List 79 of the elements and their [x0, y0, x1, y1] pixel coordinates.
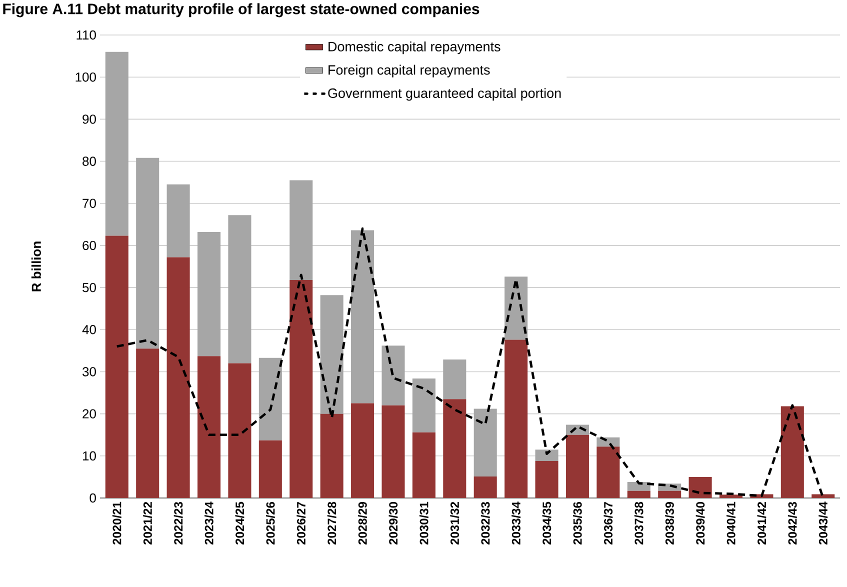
bar	[780, 406, 804, 498]
bar	[535, 450, 558, 461]
y-tick-label: 80	[82, 156, 96, 166]
bar	[290, 280, 313, 498]
y-tick-label: 70	[82, 198, 96, 208]
x-tick-label: 2030/31	[419, 502, 428, 544]
x-tick-label: 2036/37	[604, 502, 613, 544]
bar	[627, 482, 650, 491]
bar	[228, 215, 252, 364]
bar	[474, 476, 497, 498]
y-axis-title: R billion	[31, 242, 41, 292]
legend-label: Government guaranteed capital portion	[328, 88, 561, 101]
x-tick-label: 2023/24	[204, 502, 214, 544]
bar	[166, 184, 190, 258]
y-tick-label: 0	[90, 493, 96, 503]
bar	[228, 363, 252, 498]
bar	[812, 494, 835, 498]
x-tick-label: 2027/28	[327, 502, 336, 544]
bar	[627, 490, 650, 498]
bar	[535, 460, 558, 498]
bar	[320, 414, 344, 498]
bar	[443, 360, 466, 400]
y-tick-label: 30	[82, 367, 96, 376]
bar	[688, 476, 712, 498]
y-tick-label: 50	[82, 282, 96, 292]
bar	[658, 490, 682, 498]
bar	[258, 440, 282, 498]
x-tick-label: 2033/34	[512, 502, 521, 544]
x-tick-label: 2041/42	[757, 502, 766, 544]
chart-title: Figure A.11 Debt maturity profile of largest state-owned companies	[3, 3, 480, 18]
bar	[290, 180, 313, 280]
bar	[351, 230, 374, 404]
line-series	[116, 227, 824, 498]
x-tick-label: 2038/39	[665, 502, 674, 544]
x-tick-label: 2029/30	[388, 502, 398, 544]
legend-label: Domestic capital repayments	[328, 42, 500, 54]
x-tick-label: 2021/22	[143, 502, 152, 544]
bar	[320, 295, 344, 414]
x-tick-label: 2040/41	[726, 502, 736, 544]
x-tick-label: 2025/26	[266, 502, 275, 544]
y-tick-label: 20	[82, 409, 96, 418]
bar	[504, 340, 528, 498]
x-tick-label: 2032/33	[480, 502, 490, 544]
x-tick-label: 2031/32	[450, 502, 460, 544]
bar	[105, 52, 128, 236]
bar	[443, 399, 466, 498]
x-tick-label: 2034/35	[542, 502, 552, 544]
y-tick-label: 90	[82, 114, 96, 124]
legend-label: Foreign capital repayments	[328, 64, 490, 78]
bar	[566, 434, 589, 498]
x-tick-label: 2022/23	[174, 502, 183, 544]
x-tick-label: 2042/43	[788, 502, 797, 544]
bar	[412, 432, 436, 498]
y-tick-label: 110	[76, 30, 96, 40]
x-tick-label: 2039/40	[696, 502, 705, 544]
x-tick-label: 2035/36	[573, 502, 582, 544]
bar	[166, 257, 190, 498]
bar	[596, 446, 620, 498]
x-tick-label: 2043/44	[818, 502, 828, 544]
x-tick-label: 2020/21	[112, 502, 122, 544]
bar	[197, 232, 221, 356]
y-tick-label: 10	[82, 451, 96, 461]
x-tick-label: 2028/29	[358, 502, 367, 544]
bar	[474, 408, 497, 477]
bar	[382, 405, 405, 498]
bar	[258, 358, 282, 440]
x-tick-label: 2024/25	[235, 502, 244, 544]
y-tick-label: 60	[82, 240, 96, 250]
bar	[382, 346, 405, 406]
y-tick-label: 100	[76, 72, 96, 82]
bar	[136, 158, 160, 349]
x-tick-label: 2037/38	[634, 502, 644, 544]
bar	[105, 236, 128, 498]
bar	[197, 356, 221, 498]
x-tick-label: 2026/27	[296, 502, 306, 544]
bar	[136, 348, 160, 498]
y-tick-label: 40	[82, 325, 96, 334]
bar	[351, 403, 374, 498]
bar	[412, 378, 436, 432]
